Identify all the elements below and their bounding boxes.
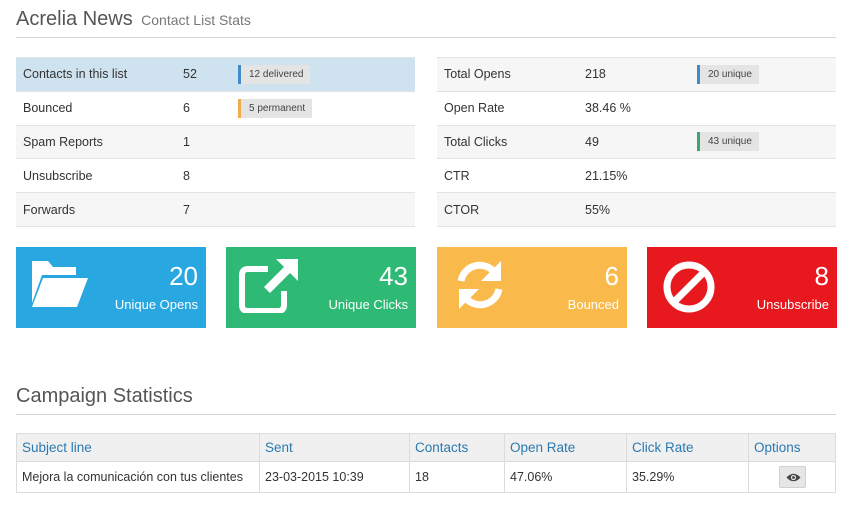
campaign-table: Subject line Sent Contacts Open Rate Cli… — [16, 433, 836, 493]
unique-opens-badge: 20 unique — [697, 64, 759, 84]
column-header-sent[interactable]: Sent — [259, 433, 410, 462]
stat-label: CTR — [437, 158, 585, 193]
contact-stats-table: Contacts in this list 52 12 delivered Bo… — [16, 57, 415, 227]
tile-number: 8 — [814, 261, 829, 291]
column-header-subject[interactable]: Subject line — [16, 433, 260, 462]
tile-number: 43 — [379, 261, 408, 291]
external-link-icon — [239, 259, 298, 313]
tile-number: 6 — [604, 261, 619, 291]
stat-label: Open Rate — [437, 90, 585, 126]
campaign-table-header: Subject line Sent Contacts Open Rate Cli… — [16, 433, 836, 462]
tile-caption: Unique Opens — [114, 297, 198, 312]
stats-row-forwards: Forwards 7 — [16, 192, 415, 227]
campaign-statistics-title: Campaign Statistics — [16, 385, 836, 415]
engagement-stats-table: Total Opens 218 20 unique Open Rate 38.4… — [437, 57, 836, 227]
column-header-contacts[interactable]: Contacts — [409, 433, 505, 462]
campaign-open-rate: 47.06% — [504, 461, 627, 493]
page-subtitle: Contact List Stats — [141, 12, 251, 28]
stat-value: 52 — [183, 57, 238, 92]
refresh-icon — [457, 261, 503, 309]
column-header-click-rate[interactable]: Click Rate — [626, 433, 749, 462]
stats-row-total-opens: Total Opens 218 20 unique — [437, 57, 836, 92]
stat-value: 21.15% — [585, 158, 697, 193]
stat-label: Forwards — [16, 192, 183, 227]
stat-label: CTOR — [437, 192, 585, 227]
stat-value: 38.46 % — [585, 90, 697, 126]
stat-value: 7 — [183, 192, 238, 227]
table-row: Mejora la comunicación con tus clientes … — [16, 461, 836, 493]
stat-value: 8 — [183, 158, 238, 193]
campaign-subject: Mejora la comunicación con tus clientes — [16, 461, 260, 493]
stats-row-bounced: Bounced 6 5 permanent — [16, 90, 415, 126]
stats-row-contacts: Contacts in this list 52 12 delivered — [16, 57, 415, 92]
stat-label: Total Clicks — [437, 124, 585, 159]
stat-label: Bounced — [16, 90, 183, 126]
stats-row-unsubscribe: Unsubscribe 8 — [16, 158, 415, 193]
stat-label: Unsubscribe — [16, 158, 183, 193]
campaign-click-rate: 35.29% — [626, 461, 749, 493]
folder-open-icon — [32, 261, 88, 307]
column-header-open-rate[interactable]: Open Rate — [504, 433, 627, 462]
unique-opens-tile: 20 Unique Opens — [16, 247, 206, 328]
unsubscribe-tile: 8 Unsubscribe — [647, 247, 837, 328]
campaign-contacts: 18 — [409, 461, 505, 493]
stat-label: Spam Reports — [16, 124, 183, 159]
delivered-badge: 12 delivered — [238, 64, 311, 84]
permanent-badge: 5 permanent — [238, 98, 313, 118]
stat-value: 6 — [183, 90, 238, 126]
tile-caption: Unsubscribe — [756, 297, 829, 312]
stats-row-ctr: CTR 21.15% — [437, 158, 836, 193]
stat-value: 218 — [585, 57, 697, 92]
stat-value: 55% — [585, 192, 697, 227]
unique-clicks-tile: 43 Unique Clicks — [226, 247, 416, 328]
page-header: Acrelia News Contact List Stats — [16, 8, 836, 38]
stats-row-spam: Spam Reports 1 — [16, 124, 415, 159]
campaign-sent: 23-03-2015 10:39 — [259, 461, 410, 493]
stat-value: 1 — [183, 124, 238, 159]
stats-row-open-rate: Open Rate 38.46 % — [437, 90, 836, 126]
bounced-tile: 6 Bounced — [437, 247, 627, 328]
stat-label: Contacts in this list — [16, 57, 183, 92]
stat-label: Total Opens — [437, 57, 585, 92]
ban-icon — [663, 261, 715, 313]
page-title: Acrelia News — [16, 8, 133, 30]
view-campaign-button[interactable] — [778, 466, 806, 488]
tile-number: 20 — [169, 261, 198, 291]
stats-row-ctor: CTOR 55% — [437, 192, 836, 227]
stat-value: 49 — [585, 124, 697, 159]
stats-row-total-clicks: Total Clicks 49 43 unique — [437, 124, 836, 159]
eye-icon — [786, 473, 800, 482]
tile-caption: Unique Clicks — [328, 297, 408, 312]
tile-caption: Bounced — [567, 297, 619, 312]
unique-clicks-badge: 43 unique — [697, 132, 759, 152]
column-header-options: Options — [748, 433, 836, 462]
campaign-options — [748, 461, 836, 493]
